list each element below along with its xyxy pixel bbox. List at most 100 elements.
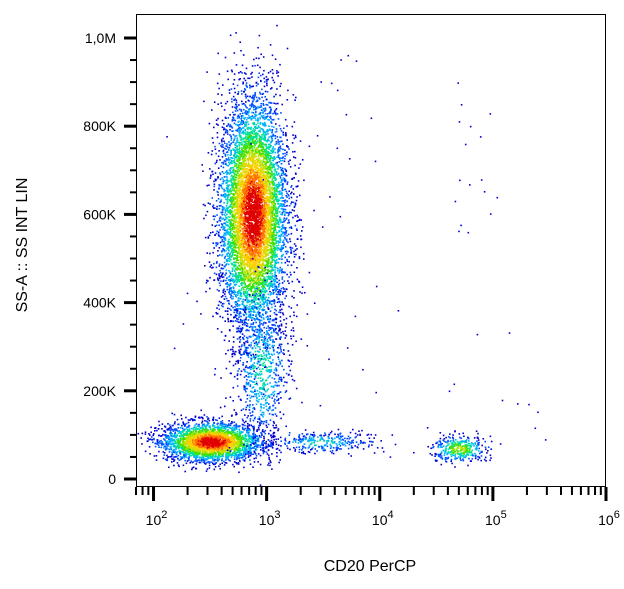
event-dot (220, 200, 222, 202)
event-dot (222, 226, 224, 228)
event-dot (299, 194, 301, 197)
event-dot (254, 248, 257, 250)
event-dot (223, 236, 225, 239)
event-dot (216, 159, 218, 162)
event-dot (246, 301, 248, 304)
event-dot (232, 238, 234, 240)
event-dot (268, 249, 270, 251)
event-dot (259, 217, 262, 219)
event-dot (253, 268, 256, 270)
event-dot (256, 256, 259, 258)
event-dot (238, 196, 241, 199)
event-dot (249, 308, 252, 310)
event-dot (253, 330, 256, 333)
event-dot (234, 119, 237, 122)
event-dot (227, 240, 229, 243)
event-dot (226, 247, 228, 249)
event-dot (206, 252, 208, 254)
event-dot (294, 224, 297, 227)
event-dot (260, 316, 263, 319)
event-dot (242, 161, 245, 163)
event-dot (288, 197, 290, 200)
event-dot (282, 291, 284, 294)
event-dot (249, 288, 252, 290)
event-dot (268, 302, 271, 305)
event-dot (266, 169, 269, 172)
event-dot (278, 240, 280, 242)
event-dot (289, 159, 291, 161)
event-dot (249, 265, 251, 268)
event-dot (259, 323, 261, 326)
event-dot (222, 194, 225, 196)
event-dot (240, 284, 243, 287)
event-dot (264, 96, 266, 98)
event-dot (281, 245, 283, 247)
event-dot (277, 155, 280, 157)
event-dot (221, 195, 224, 197)
event-dot (230, 139, 232, 141)
event-dot (228, 184, 231, 187)
event-dot (242, 216, 245, 219)
event-dot (237, 212, 239, 215)
event-dot (234, 246, 236, 249)
event-dot (263, 205, 266, 208)
event-dot (241, 259, 244, 261)
event-dot (221, 238, 224, 241)
event-dot (240, 195, 243, 198)
event-dot (260, 222, 263, 225)
event-dot (225, 279, 227, 282)
event-dot (249, 209, 251, 212)
event-dot (274, 250, 276, 252)
event-dot (221, 253, 224, 256)
event-dot (270, 215, 272, 218)
event-dot (227, 165, 229, 167)
event-dot (205, 281, 208, 284)
event-dot (237, 250, 240, 253)
event-dot (283, 177, 286, 180)
event-dot (228, 307, 231, 310)
event-dot (240, 279, 242, 281)
event-dot (276, 240, 279, 242)
event-dot (279, 291, 282, 294)
event-dot (225, 182, 227, 185)
event-dot (241, 326, 244, 329)
event-dot (234, 151, 237, 154)
event-dot (255, 134, 258, 137)
event-dot (245, 269, 247, 272)
event-dot (253, 175, 256, 178)
event-dot (217, 124, 219, 126)
event-dot (250, 126, 253, 129)
event-dot (267, 146, 269, 149)
event-dot (248, 295, 251, 298)
event-dot (252, 280, 254, 283)
event-dot (279, 177, 282, 179)
event-dot (258, 279, 261, 281)
event-dot (255, 208, 257, 211)
event-dot (245, 82, 248, 84)
event-dot (285, 322, 288, 325)
event-dot (250, 156, 253, 158)
event-dot (221, 218, 223, 220)
event-dot (243, 212, 246, 214)
event-dot (230, 157, 232, 159)
event-dot (250, 214, 252, 217)
event-dot (280, 303, 282, 306)
event-dot (237, 114, 240, 117)
event-dot (257, 126, 259, 129)
event-dot (243, 156, 246, 158)
event-dot (274, 313, 277, 316)
event-dot (298, 257, 301, 260)
event-dot (274, 204, 276, 206)
event-dot (252, 117, 255, 119)
event-dot (266, 130, 269, 133)
event-dot (263, 297, 265, 299)
event-dot (230, 202, 233, 204)
event-dot (256, 251, 258, 253)
event-dot (286, 204, 288, 207)
event-dot (240, 354, 243, 356)
event-dot (256, 171, 259, 174)
event-dot (288, 148, 290, 150)
event-dot (246, 121, 249, 123)
event-dot (267, 299, 270, 302)
event-dot (270, 224, 272, 227)
